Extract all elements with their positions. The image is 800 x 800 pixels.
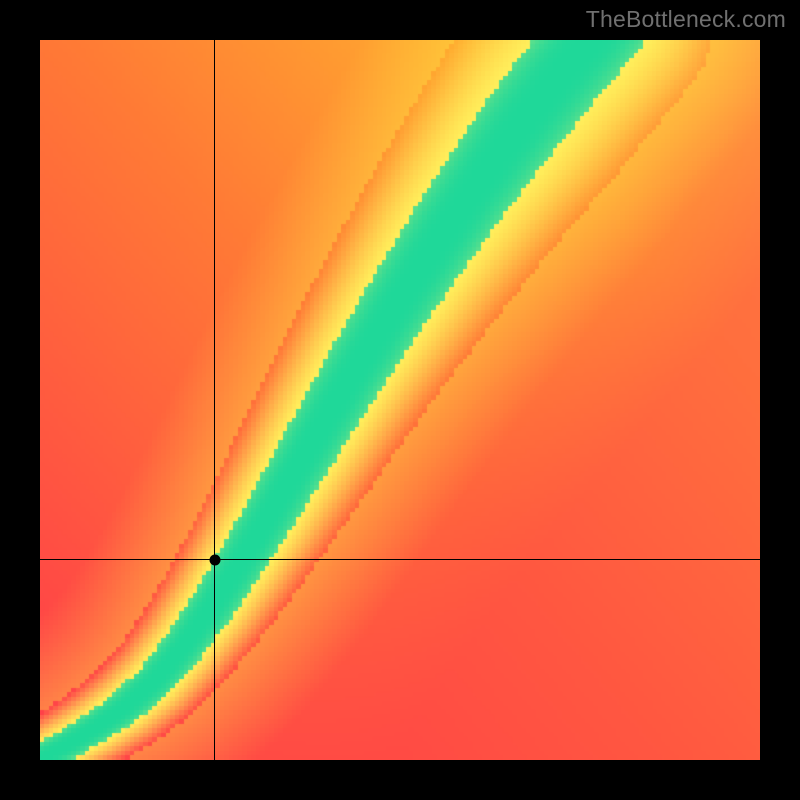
crosshair-horizontal bbox=[40, 559, 760, 560]
marker-dot bbox=[209, 554, 220, 565]
heatmap-canvas bbox=[40, 40, 760, 760]
crosshair-vertical bbox=[214, 40, 215, 760]
watermark-text: TheBottleneck.com bbox=[586, 6, 786, 33]
heatmap-plot-area bbox=[40, 40, 760, 760]
